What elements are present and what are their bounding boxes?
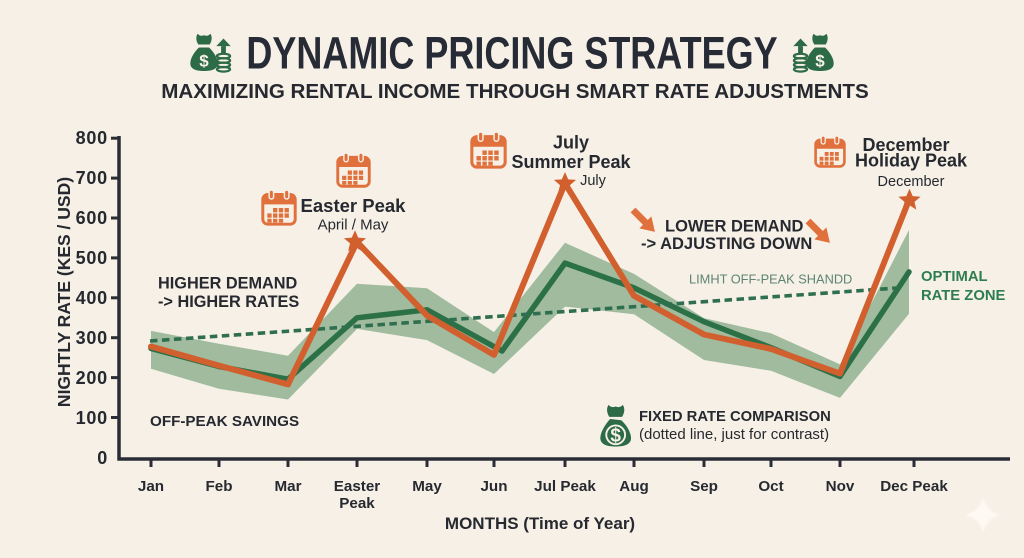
svg-text:Oct: Oct [758,478,783,495]
svg-text:Jun: Jun [480,478,507,495]
svg-text:Nov: Nov [826,478,855,495]
svg-text:100: 100 [76,408,108,428]
svg-text:Jan: Jan [138,478,164,495]
svg-text:-> HIGHER RATES: -> HIGHER RATES [158,293,299,311]
svg-text:Aug: Aug [619,478,649,495]
svg-text:Summer Peak: Summer Peak [511,152,631,172]
svg-text:April / May: April / May [318,217,389,234]
svg-text:OPTIMAL: OPTIMAL [921,269,988,285]
svg-text:700: 700 [76,168,108,188]
svg-text:Easter: Easter [334,478,381,495]
svg-text:DYNAMIC PRICING STRATEGY: DYNAMIC PRICING STRATEGY [246,28,777,79]
svg-text:July: July [580,173,607,189]
svg-text:Holiday Peak: Holiday Peak [855,151,968,171]
svg-text:0: 0 [97,448,108,468]
svg-text:OFF-PEAK SAVINGS: OFF-PEAK SAVINGS [150,413,299,430]
svg-text:-> ADJUSTING DOWN: -> ADJUSTING DOWN [641,235,812,253]
svg-text:300: 300 [76,328,108,348]
svg-text:July: July [553,133,589,153]
svg-text:LOWER DEMAND: LOWER DEMAND [665,218,803,236]
svg-text:800: 800 [76,128,108,148]
svg-text:December: December [878,174,945,190]
svg-text:Easter Peak: Easter Peak [301,195,407,216]
svg-text:200: 200 [76,368,108,388]
svg-text:LIMHT OFF-PEAK SHANDD: LIMHT OFF-PEAK SHANDD [689,272,852,287]
svg-text:MONTHS (Time of Year): MONTHS (Time of Year) [445,514,635,533]
svg-text:Sep: Sep [690,478,718,495]
svg-text:FIXED RATE COMPARISON: FIXED RATE COMPARISON [639,409,831,425]
svg-text:$: $ [610,426,621,447]
svg-text:400: 400 [76,288,108,308]
svg-text:May: May [412,478,442,495]
svg-text:Dec Peak: Dec Peak [880,478,948,495]
svg-text:600: 600 [76,208,108,228]
svg-text:MAXIMIZING RENTAL INCOME THROU: MAXIMIZING RENTAL INCOME THROUGH SMART R… [161,80,868,103]
svg-text:NIGHTLY RATE (KES / USD): NIGHTLY RATE (KES / USD) [54,177,74,407]
svg-text:Feb: Feb [205,478,232,495]
svg-text:Mar: Mar [274,478,301,495]
svg-text:December: December [862,135,949,155]
svg-text:Jul Peak: Jul Peak [534,478,596,495]
svg-text:RATE ZONE: RATE ZONE [921,288,1006,304]
svg-text:HIGHER DEMAND: HIGHER DEMAND [158,275,298,293]
svg-text:500: 500 [76,248,108,268]
svg-text:(dotted line, just for contras: (dotted line, just for contrast) [639,426,829,443]
svg-text:Peak: Peak [339,495,375,512]
